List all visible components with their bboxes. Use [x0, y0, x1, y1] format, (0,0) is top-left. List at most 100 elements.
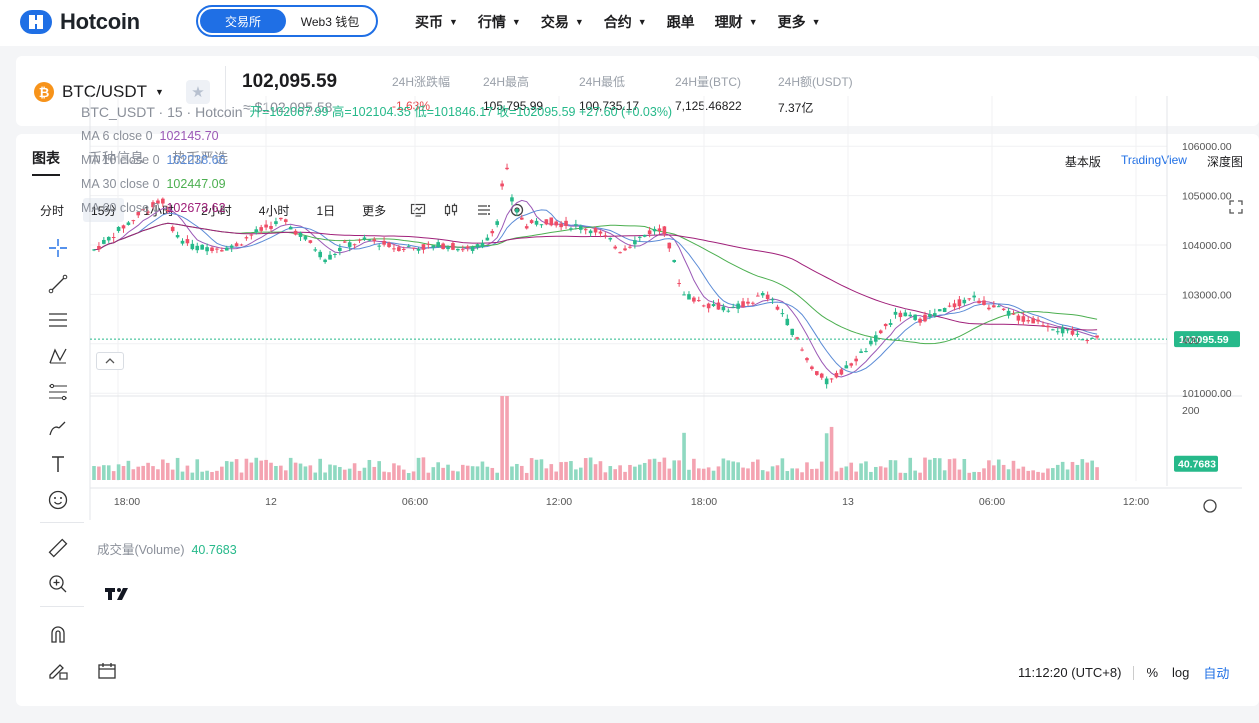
- volume-bar: [372, 466, 377, 480]
- auto-toggle[interactable]: 自动: [1203, 666, 1230, 681]
- pair-selector[interactable]: BTC/USDT ▼: [62, 82, 164, 102]
- nav-futures[interactable]: 合约 ▼: [603, 14, 647, 30]
- volume-bar: [623, 471, 627, 480]
- candle: [628, 246, 632, 248]
- usd-price: ≈ $102,095.58: [243, 99, 333, 115]
- candle: [126, 222, 131, 225]
- candle: [220, 250, 224, 252]
- volume-bar: [239, 472, 244, 480]
- crosshair-icon[interactable]: [44, 234, 72, 262]
- volume-bar: [141, 465, 145, 480]
- candle-type-icon[interactable]: [441, 200, 461, 220]
- brush-icon[interactable]: [44, 414, 72, 442]
- chevron-down-icon: ▼: [574, 17, 584, 27]
- view-basic[interactable]: 基本版: [1064, 155, 1101, 169]
- candle: [357, 239, 362, 241]
- volume-bar: [731, 461, 736, 480]
- date-range-icon[interactable]: [96, 660, 118, 687]
- candle: [987, 307, 991, 310]
- emoji-icon[interactable]: [44, 486, 72, 514]
- hotcoin-logo[interactable]: Hotcoin: [20, 9, 140, 35]
- nav-markets[interactable]: 行情 ▼: [477, 14, 521, 30]
- candle: [726, 310, 731, 312]
- candle: [470, 246, 475, 251]
- volume-bar: [397, 465, 401, 480]
- volume-bar: [701, 468, 706, 480]
- nav-trade[interactable]: 交易 ▼: [540, 14, 584, 30]
- candle: [1051, 329, 1055, 331]
- candle: [908, 314, 913, 317]
- collapse-legend-button[interactable]: [96, 352, 124, 370]
- candle: [692, 297, 696, 302]
- horizontal-lines-icon[interactable]: [44, 306, 72, 334]
- tf-more[interactable]: 更多: [362, 203, 387, 218]
- pattern-icon[interactable]: [44, 342, 72, 370]
- magnet-icon[interactable]: [44, 620, 72, 648]
- candle: [795, 337, 799, 339]
- text-icon[interactable]: [44, 450, 72, 478]
- candle: [367, 239, 372, 241]
- nav-buy-crypto[interactable]: 买币 ▼: [415, 14, 458, 30]
- legend-ohlc: 开=102067.99 高=102104.35 低=101846.17 收=10…: [249, 105, 673, 119]
- volume-bar: [456, 471, 460, 480]
- tab-coin-info[interactable]: 币种信息: [88, 150, 144, 166]
- exchange-tab[interactable]: 交易所: [200, 9, 286, 33]
- clock-time[interactable]: 11:12:20 (UTC+8): [1018, 665, 1122, 680]
- volume-bar: [839, 467, 844, 480]
- indicators-icon[interactable]: [408, 200, 428, 220]
- legend-symbol: BTC_USDT · 15 · Hotcoin: [81, 104, 243, 120]
- favorite-star-icon[interactable]: ★: [186, 80, 210, 104]
- volume-bars: [92, 396, 1099, 480]
- candle: [623, 248, 627, 251]
- lock-draw-icon[interactable]: [44, 656, 72, 684]
- volume-bar: [746, 468, 750, 480]
- volume-bar: [583, 458, 588, 480]
- volume-bar: [613, 469, 618, 480]
- volume-bar: [446, 464, 450, 480]
- candle: [259, 227, 263, 231]
- volume-bar: [603, 472, 608, 480]
- candle: [1016, 315, 1021, 321]
- zoom-in-icon[interactable]: [44, 570, 72, 598]
- volume-bar: [460, 464, 465, 480]
- ma6-value: 102145.70: [159, 129, 219, 143]
- volume-bar: [1011, 460, 1016, 480]
- volume-bar: [259, 460, 263, 480]
- tab-hot-picks[interactable]: 热币严选: [172, 150, 228, 166]
- caret-down-icon: ▼: [155, 87, 164, 97]
- candle: [323, 259, 327, 263]
- tf-1d[interactable]: 1日: [316, 203, 336, 218]
- hotcoin-logo-icon: [20, 10, 52, 34]
- volume-bar: [819, 461, 824, 480]
- nav-more[interactable]: 更多 ▼: [777, 14, 821, 30]
- candle: [239, 244, 244, 246]
- web3-wallet-tab[interactable]: Web3 钱包: [300, 14, 360, 29]
- divider: [225, 66, 226, 118]
- volume-bar: [672, 460, 677, 480]
- time-tick-label: 13: [842, 496, 854, 508]
- tf-line[interactable]: 分时: [40, 203, 65, 218]
- candlestick-chart[interactable]: 106000.00 105000.00 104000.00 103000.00 1010…: [72, 96, 1242, 520]
- fib-icon[interactable]: [44, 378, 72, 406]
- fullscreen-icon[interactable]: [1229, 200, 1243, 219]
- volume-bar: [578, 467, 583, 480]
- tf-2h[interactable]: 2小时: [201, 203, 232, 218]
- view-depth[interactable]: 深度图: [1206, 155, 1243, 169]
- volume-bar: [234, 459, 239, 480]
- nav-earn[interactable]: 理财 ▼: [714, 14, 758, 30]
- nav-copy-trading[interactable]: 跟单: [666, 14, 695, 30]
- tradingview-logo-icon[interactable]: [101, 580, 133, 608]
- trend-line-icon[interactable]: [44, 270, 72, 298]
- percent-toggle[interactable]: %: [1146, 665, 1159, 680]
- ma60-label: MA 60 close 0: [81, 201, 160, 215]
- ruler-icon[interactable]: [44, 534, 72, 562]
- tab-chart[interactable]: 图表: [32, 148, 60, 176]
- volume-bar: [908, 457, 913, 480]
- chevron-down-icon: ▼: [511, 17, 521, 27]
- candle: [1095, 335, 1099, 338]
- settings-list-icon[interactable]: [474, 200, 494, 220]
- view-tradingview[interactable]: TradingView: [1120, 153, 1187, 167]
- candle: [372, 239, 377, 242]
- candle: [215, 248, 219, 250]
- log-toggle[interactable]: log: [1172, 665, 1190, 680]
